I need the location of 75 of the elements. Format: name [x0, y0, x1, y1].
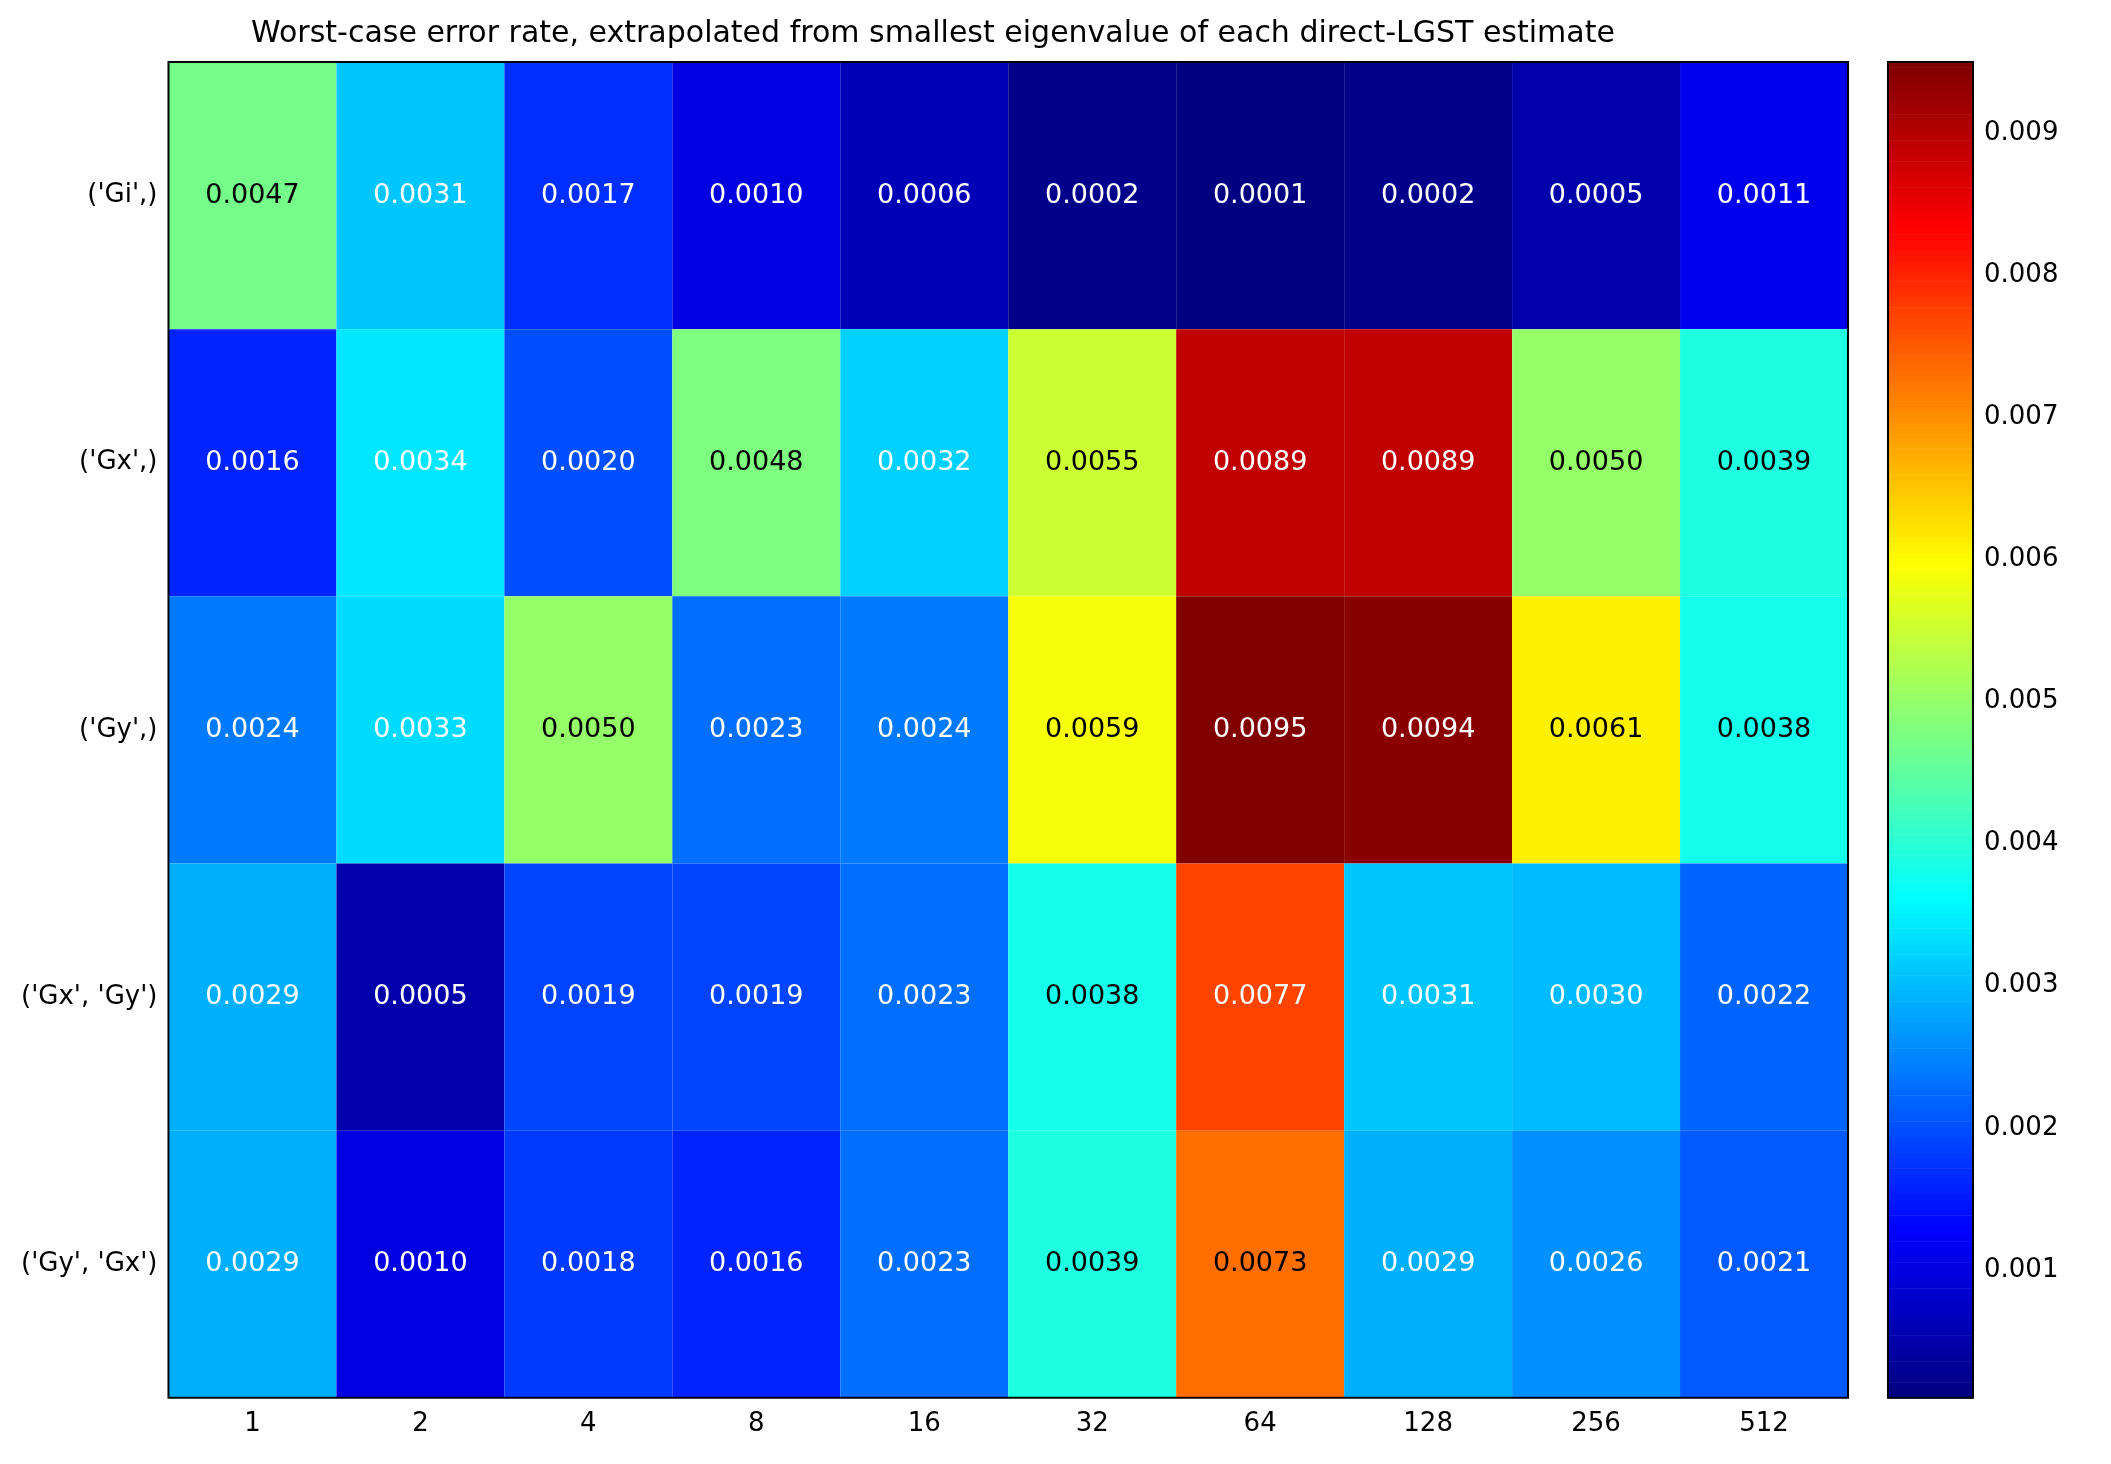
color-bar-label: 0.009 — [1984, 115, 2059, 146]
data-label: 0.0073 — [1212, 1246, 1308, 1278]
data-label: 0.0019 — [541, 979, 636, 1011]
data-label: 0.0024 — [877, 711, 972, 743]
data-label: 0.0031 — [1380, 979, 1476, 1011]
data-label: 0.0061 — [1548, 711, 1644, 743]
data-label: 0.0002 — [1044, 177, 1140, 209]
data-label: 0.0029 — [205, 1246, 300, 1278]
data-label: 0.0002 — [1380, 177, 1476, 209]
data-label: 0.0023 — [709, 711, 804, 743]
data-label: 0.0001 — [1212, 177, 1308, 209]
data-label: 0.0029 — [205, 979, 300, 1011]
y-tick-label: ('Gi',) — [87, 178, 158, 209]
x-tick-label: 1 — [244, 1407, 261, 1438]
data-label: 0.0010 — [373, 1246, 468, 1278]
color-bar-label: 0.005 — [1984, 684, 2059, 715]
data-label: 0.0006 — [877, 177, 972, 209]
data-label: 0.0029 — [1380, 1246, 1476, 1278]
y-tick-label: ('Gy', 'Gx') — [20, 1246, 158, 1277]
color-bar-label: 0.002 — [1984, 1110, 2059, 1141]
data-label: 0.0016 — [709, 1246, 804, 1278]
data-label: 0.0011 — [1716, 177, 1812, 209]
data-label: 0.0030 — [1548, 979, 1644, 1011]
data-label: 0.0034 — [373, 444, 468, 476]
data-label: 0.0024 — [205, 711, 300, 743]
y-tick-label: ('Gy',) — [79, 712, 158, 743]
data-label: 0.0020 — [541, 444, 636, 476]
color-bar-label: 0.006 — [1984, 542, 2059, 573]
data-label: 0.0005 — [1548, 177, 1644, 209]
x-tick-label: 32 — [1075, 1407, 1109, 1438]
color-bar-label: 0.008 — [1984, 257, 2059, 288]
data-label: 0.0039 — [1716, 444, 1812, 476]
data-label: 0.0031 — [373, 177, 468, 209]
chart-title: Worst-case error rate, extrapolated from smallest eigenvalue of each direct-LGST estimate — [251, 13, 1615, 49]
data-label: 0.0038 — [1044, 979, 1140, 1011]
data-label: 0.0018 — [541, 1246, 636, 1278]
y-tick-label: ('Gx',) — [79, 445, 158, 476]
data-label: 0.0023 — [877, 1246, 972, 1278]
data-label: 0.0089 — [1380, 444, 1476, 476]
data-label: 0.0016 — [205, 444, 300, 476]
data-label: 0.0023 — [877, 979, 972, 1011]
x-tick-label: 2 — [412, 1407, 429, 1438]
data-label: 0.0047 — [205, 177, 300, 209]
data-label: 0.0050 — [541, 711, 636, 743]
x-tick-label: 256 — [1571, 1407, 1621, 1438]
data-label: 0.0033 — [373, 711, 468, 743]
data-label: 0.0038 — [1716, 711, 1812, 743]
x-tick-label: 512 — [1739, 1407, 1789, 1438]
y-tick-label: ('Gx', 'Gy') — [20, 979, 158, 1010]
x-tick-label: 64 — [1243, 1407, 1277, 1438]
data-label: 0.0021 — [1716, 1246, 1812, 1278]
data-label: 0.0048 — [709, 444, 804, 476]
x-tick-label: 16 — [907, 1407, 941, 1438]
data-label: 0.0095 — [1212, 711, 1308, 743]
data-label: 0.0089 — [1212, 444, 1308, 476]
x-tick-label: 8 — [748, 1407, 765, 1438]
data-label: 0.0055 — [1044, 444, 1140, 476]
x-tick-label: 128 — [1403, 1407, 1453, 1438]
data-label: 0.0032 — [877, 444, 972, 476]
color-bar-label: 0.003 — [1984, 968, 2059, 999]
data-label: 0.0010 — [709, 177, 804, 209]
x-tick-label: 4 — [580, 1407, 597, 1438]
color-bar-label: 0.007 — [1984, 400, 2059, 431]
color-bar-label: 0.004 — [1984, 826, 2059, 857]
data-label: 0.0026 — [1548, 1246, 1644, 1278]
data-label: 0.0094 — [1380, 711, 1476, 743]
color-bar-label: 0.001 — [1984, 1252, 2059, 1283]
data-label: 0.0059 — [1044, 711, 1140, 743]
data-label: 0.0017 — [541, 177, 636, 209]
data-label: 0.0022 — [1716, 979, 1812, 1011]
data-label: 0.0039 — [1044, 1246, 1140, 1278]
data-label: 0.0050 — [1548, 444, 1644, 476]
data-label: 0.0077 — [1212, 979, 1308, 1011]
data-label: 0.0005 — [373, 979, 468, 1011]
data-label: 0.0019 — [709, 979, 804, 1011]
